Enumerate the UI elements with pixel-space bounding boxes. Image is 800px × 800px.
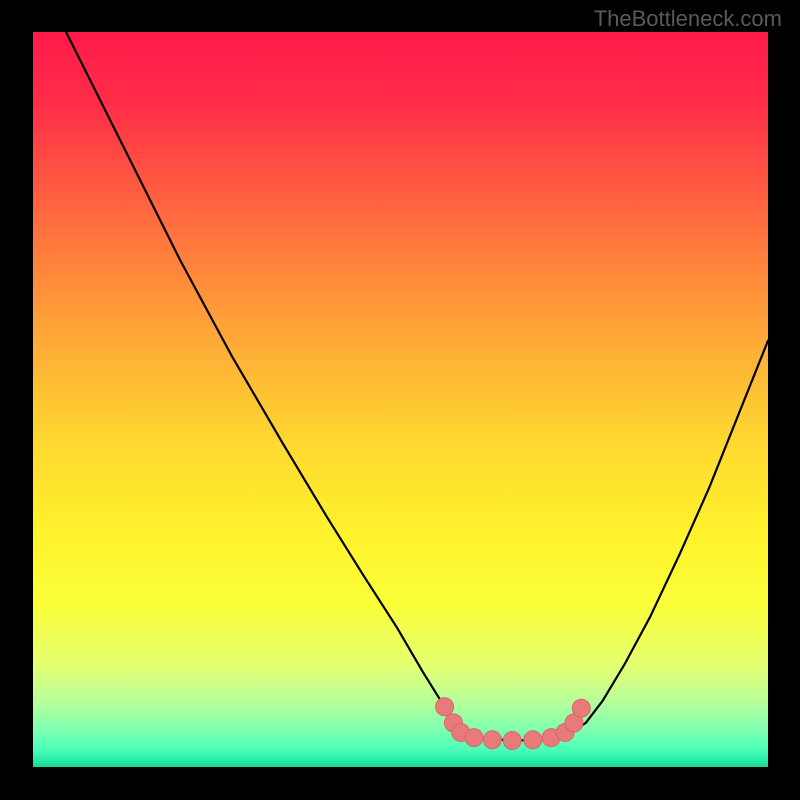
chart-container	[33, 32, 768, 767]
marker-point	[465, 729, 483, 747]
marker-point	[483, 731, 501, 749]
marker-point	[524, 731, 542, 749]
marker-point	[436, 698, 454, 716]
curve-layer	[33, 32, 768, 767]
marker-point	[572, 699, 590, 717]
watermark-text: TheBottleneck.com	[594, 6, 782, 32]
marker-point	[503, 732, 521, 750]
bottleneck-curve	[66, 32, 768, 741]
marker-group	[436, 698, 591, 750]
